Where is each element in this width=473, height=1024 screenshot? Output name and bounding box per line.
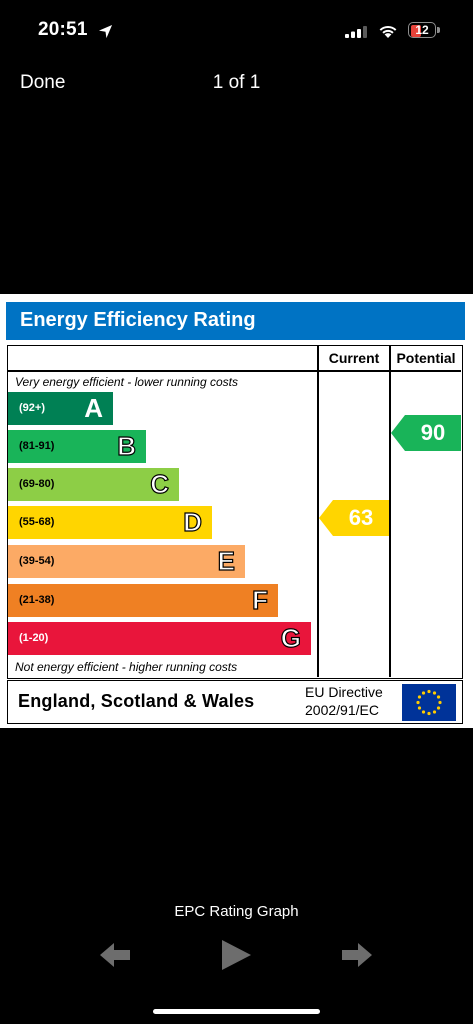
epc-rating-image: Energy Efficiency Rating Current Potenti… bbox=[0, 294, 473, 728]
epc-rating-table: Current Potential Very energy efficient … bbox=[7, 345, 463, 679]
band-letter: A bbox=[84, 393, 103, 423]
band-letter: D bbox=[183, 506, 203, 537]
epc-footer: England, Scotland & Wales EU Directive 2… bbox=[7, 680, 463, 724]
rating-band-c: (69-80) C bbox=[8, 468, 179, 501]
rating-band-a: (92+) A bbox=[8, 392, 113, 425]
current-rating-value: 63 bbox=[348, 505, 374, 530]
eu-directive: EU Directive 2002/91/EC bbox=[305, 683, 383, 719]
rating-band-g: (1-20) G bbox=[8, 622, 311, 655]
current-rating-arrow bbox=[319, 500, 389, 536]
potential-rating-value: 90 bbox=[420, 420, 446, 445]
rating-band-d: (55-68) D bbox=[8, 506, 212, 539]
cellular-signal-icon bbox=[345, 26, 367, 38]
band-letter: G bbox=[280, 622, 301, 653]
status-bar: 20:51 12 bbox=[0, 0, 473, 62]
play-icon[interactable] bbox=[219, 938, 253, 972]
eu-flag-icon bbox=[402, 684, 456, 721]
epc-header: Energy Efficiency Rating bbox=[6, 302, 465, 340]
battery-level: 12 bbox=[415, 23, 429, 37]
region-label: England, Scotland & Wales bbox=[18, 691, 255, 711]
band-range: (92+) bbox=[19, 402, 45, 414]
rating-band-b: (81-91) B bbox=[8, 430, 146, 463]
efficient-caption: Very energy efficient - lower running co… bbox=[15, 375, 238, 389]
viewer-nav-bar: Done 1 of 1 bbox=[0, 62, 473, 106]
arrow-right-icon[interactable] bbox=[340, 938, 374, 972]
potential-column-header: Potential bbox=[396, 350, 456, 366]
rating-band-f: (21-38) F bbox=[8, 584, 278, 617]
potential-arrow-shape bbox=[391, 415, 461, 451]
location-arrow-icon bbox=[98, 24, 113, 39]
band-letter: F bbox=[252, 584, 269, 615]
band-range: (81-91) bbox=[19, 440, 55, 452]
media-caption: EPC Rating Graph bbox=[174, 903, 299, 920]
done-button[interactable]: Done bbox=[20, 72, 66, 93]
band-range: (21-38) bbox=[19, 594, 55, 606]
potential-rating-arrow bbox=[391, 415, 461, 451]
band-range: (69-80) bbox=[19, 478, 55, 490]
band-letter: C bbox=[150, 468, 170, 499]
wifi-icon bbox=[379, 25, 397, 38]
directive-line-1: EU Directive bbox=[305, 684, 383, 700]
epc-title: Energy Efficiency Rating bbox=[20, 309, 256, 331]
battery-icon: 12 bbox=[408, 22, 442, 40]
current-arrow-shape bbox=[319, 500, 389, 536]
band-range: (1-20) bbox=[19, 632, 49, 644]
status-time: 20:51 bbox=[38, 19, 88, 40]
directive-line-2: 2002/91/EC bbox=[305, 702, 379, 718]
home-indicator[interactable] bbox=[153, 1009, 320, 1014]
current-column-header: Current bbox=[328, 350, 380, 366]
page-counter: 1 of 1 bbox=[212, 72, 261, 93]
band-letter: E bbox=[217, 545, 236, 576]
arrow-left-icon[interactable] bbox=[98, 938, 132, 972]
band-range: (39-54) bbox=[19, 555, 55, 567]
band-letter: B bbox=[117, 430, 137, 461]
rating-band-e: (39-54) E bbox=[8, 545, 245, 578]
band-range: (55-68) bbox=[19, 516, 55, 528]
inefficient-caption: Not energy efficient - higher running co… bbox=[15, 660, 238, 674]
